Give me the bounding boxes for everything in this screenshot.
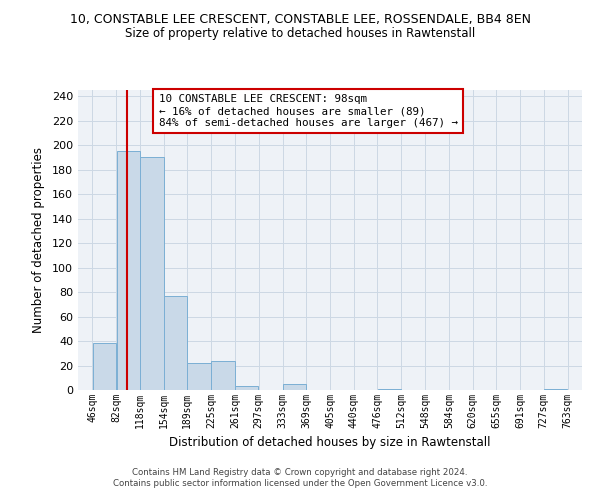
Bar: [235, 386, 259, 390]
Bar: [92, 344, 116, 390]
Text: Size of property relative to detached houses in Rawtenstall: Size of property relative to detached ho…: [125, 28, 475, 40]
X-axis label: Distribution of detached houses by size in Rawtenstall: Distribution of detached houses by size …: [169, 436, 491, 450]
Y-axis label: Number of detached properties: Number of detached properties: [32, 147, 45, 333]
Bar: [211, 360, 235, 390]
Text: 10, CONSTABLE LEE CRESCENT, CONSTABLE LEE, ROSSENDALE, BB4 8EN: 10, CONSTABLE LEE CRESCENT, CONSTABLE LE…: [70, 12, 530, 26]
Bar: [544, 389, 568, 390]
Bar: [164, 296, 187, 390]
Bar: [116, 151, 140, 390]
Bar: [378, 389, 401, 390]
Bar: [140, 158, 164, 390]
Bar: [283, 384, 306, 390]
Text: Contains HM Land Registry data © Crown copyright and database right 2024.
Contai: Contains HM Land Registry data © Crown c…: [113, 468, 487, 487]
Bar: [187, 363, 211, 390]
Text: 10 CONSTABLE LEE CRESCENT: 98sqm
← 16% of detached houses are smaller (89)
84% o: 10 CONSTABLE LEE CRESCENT: 98sqm ← 16% o…: [158, 94, 458, 128]
